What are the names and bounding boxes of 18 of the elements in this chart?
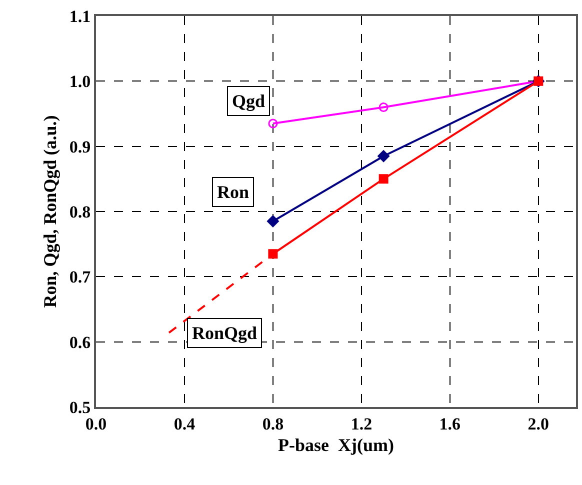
- y-tick-label: 1.1: [69, 6, 91, 26]
- x-tick-label: 0.8: [262, 414, 284, 434]
- x-tick-label: 1.6: [439, 414, 461, 434]
- y-tick-label: 0.8: [69, 202, 91, 222]
- x-tick-label: 2.0: [528, 414, 550, 434]
- y-tick-label: 0.6: [69, 332, 91, 352]
- series-label: Ron: [217, 182, 250, 202]
- y-tick-label: 0.5: [69, 398, 91, 417]
- y-axis-title: Ron, Qgd, RonQgd (a.u.): [40, 115, 60, 308]
- x-tick-label: 0.0: [85, 414, 107, 434]
- y-tick-label: 1.0: [69, 72, 91, 92]
- y-tick-label: 0.7: [69, 268, 92, 287]
- x-axis-title: P-base Xj(um): [278, 435, 394, 455]
- series-label: Qgd: [232, 91, 266, 111]
- y-tick-label: 0.9: [69, 137, 91, 156]
- series-label: RonQgd: [192, 323, 258, 343]
- x-tick-label: 1.2: [350, 414, 372, 434]
- x-tick-label: 0.4: [174, 414, 196, 434]
